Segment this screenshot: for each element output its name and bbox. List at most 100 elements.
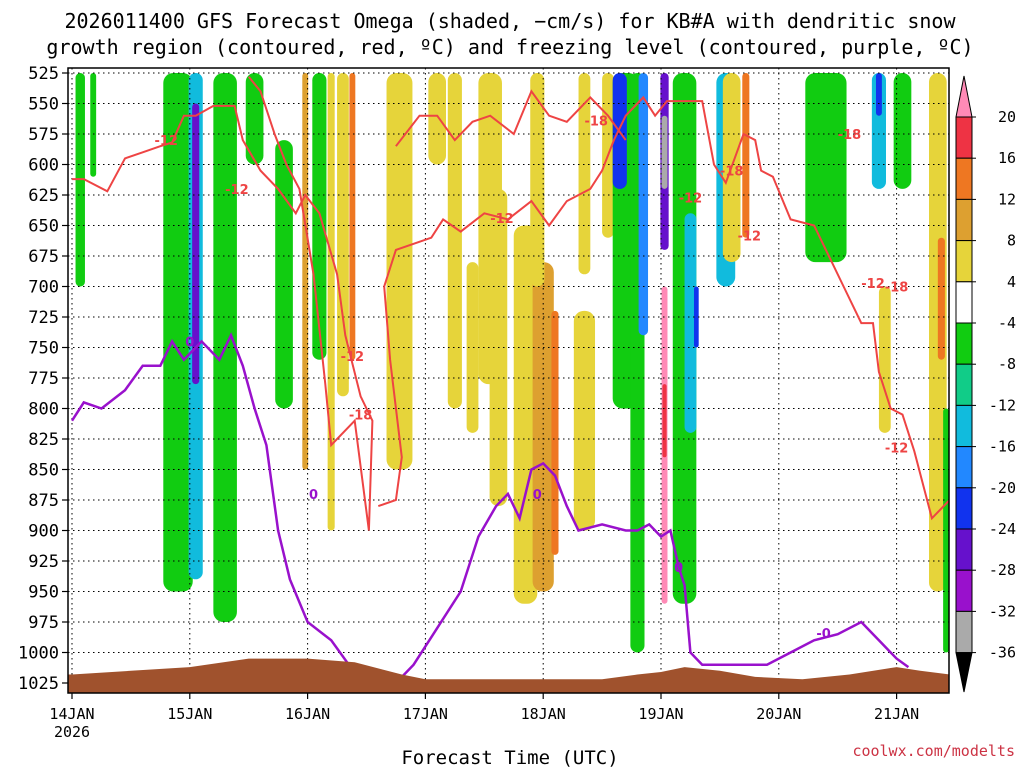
colorbar-band [955, 198, 973, 242]
contour-label: 0 [309, 488, 318, 503]
contour-label: -12 [490, 212, 514, 227]
y-tick-label: 675 [28, 247, 59, 267]
omega-blob [466, 262, 479, 433]
omega-blob [875, 73, 882, 116]
colorbar-label: -20 [989, 479, 1016, 497]
omega-blob [693, 286, 699, 348]
omega-blob [163, 73, 193, 592]
omega-blob [386, 73, 413, 470]
contour-label: -18 [885, 281, 909, 296]
y-tick-label: 850 [28, 461, 59, 481]
x-tick-year: 2026 [54, 723, 90, 741]
dgz-contour-line [377, 95, 949, 521]
y-tick-label: 725 [28, 308, 59, 328]
colorbar-band [955, 487, 973, 530]
y-tick-label: 750 [28, 339, 59, 359]
credit-text: coolwx.com/modelts [852, 742, 1015, 760]
omega-blob [893, 73, 912, 189]
contour-label: -18 [584, 115, 608, 130]
colorbar-label: -28 [989, 561, 1016, 579]
colorbar-band [955, 240, 973, 283]
terrain-layer [68, 658, 949, 693]
colorbar-band [955, 446, 973, 489]
x-tick-label: 21JAN [874, 705, 919, 723]
y-axis: 525 550 575 600 625 650 675 700 725 750 775 800 825 8… [18, 64, 68, 694]
omega-blob [638, 73, 649, 336]
contour-label: 0 [674, 561, 683, 576]
omega-blob [578, 73, 591, 275]
y-tick-label: 575 [28, 125, 59, 145]
omega-blob [661, 115, 668, 189]
omega-blob [245, 73, 264, 165]
contour-label: -12 [225, 183, 249, 198]
omega-blob [90, 73, 97, 177]
contour-label: -12 [861, 277, 885, 292]
y-tick-label: 550 [28, 95, 59, 115]
colorbar-label: 4 [1007, 273, 1016, 291]
colorbar: 20 16 12 8 4 -4 -8 -12 -16 -20 -24 -28 -32 -36 [955, 75, 1016, 693]
omega-blob [805, 73, 847, 263]
y-tick-label: 800 [28, 400, 59, 420]
contour-label: -12 [885, 442, 909, 457]
colorbar-band [955, 157, 973, 200]
plot-area: -12-12-12-18-12-18-12-18-12-18-12 -18-120… [67, 67, 950, 694]
omega-blob [530, 73, 545, 287]
y-tick-label: 600 [28, 156, 59, 176]
colorbar-label: 8 [1007, 232, 1016, 250]
y-tick-label: 900 [28, 522, 59, 542]
colorbar-band [955, 404, 973, 448]
colorbar-band [955, 322, 973, 365]
x-tick-label: 16JAN [285, 705, 330, 723]
colorbar-label: -36 [989, 644, 1016, 662]
omega-blob [327, 73, 335, 531]
y-tick-label: 1025 [18, 674, 59, 694]
omega-blob [871, 73, 886, 189]
y-tick-label: 525 [28, 64, 59, 84]
contour-label: -18 [349, 409, 373, 424]
colorbar-label: -4 [998, 314, 1016, 332]
colorbar-label: -32 [989, 602, 1016, 620]
omega-blob [275, 140, 293, 409]
colorbar-label: -8 [998, 355, 1016, 373]
y-tick-label: 975 [28, 613, 59, 633]
y-tick-label: 825 [28, 430, 59, 450]
omega-blob [349, 73, 356, 360]
y-tick-label: 700 [28, 278, 59, 298]
y-tick-label: 650 [28, 217, 59, 237]
omega-shading [75, 73, 949, 653]
omega-blob [878, 286, 891, 433]
omega-blob [928, 73, 947, 592]
contour-label: -0 [816, 627, 830, 642]
colorbar-band [955, 569, 973, 612]
freezing-level-line [70, 332, 910, 693]
y-tick-label: 875 [28, 491, 59, 511]
colorbar-label: 20 [998, 108, 1016, 126]
colorbar-band [955, 363, 973, 406]
omega-blob [302, 73, 309, 470]
omega-blob [447, 73, 462, 409]
y-tick-label: 775 [28, 369, 59, 389]
x-tick-label: 18JAN [521, 705, 566, 723]
colorbar-label: -24 [989, 520, 1016, 538]
chart-title-line2: growth region (contoured, red, ºC) and f… [46, 35, 973, 59]
contour-lines [70, 76, 949, 693]
x-tick-label: 19JAN [638, 705, 683, 723]
y-tick-label: 925 [28, 552, 59, 572]
omega-blob [662, 384, 667, 458]
dgz-contour-line [72, 76, 374, 531]
colorbar-label: 12 [998, 190, 1016, 208]
contour-label: -12 [154, 134, 178, 149]
chart-title-line1: 2026011400 GFS Forecast Omega (shaded, −… [64, 9, 956, 33]
omega-blob [742, 73, 750, 238]
omega-blob [513, 225, 538, 604]
omega-blob [937, 237, 945, 360]
contour-label: -12 [341, 350, 365, 365]
omega-blob [192, 103, 200, 385]
x-tick-label: 15JAN [167, 705, 212, 723]
colorbar-label: -16 [989, 438, 1016, 456]
omega-blob [532, 262, 554, 592]
contour-label: -12 [679, 191, 703, 206]
dgz-contour-line [395, 89, 627, 147]
